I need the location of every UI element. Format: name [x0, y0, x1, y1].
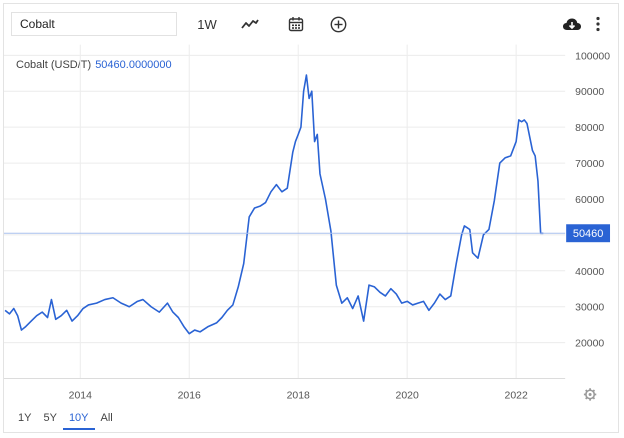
chart-settings-button[interactable] [583, 388, 597, 401]
range-selector: 1Y 5Y 10Y All [12, 406, 119, 432]
y-tick-label: 20000 [575, 339, 604, 350]
x-axis: 2014 2016 2018 2020 2022 [69, 390, 528, 401]
chart-legend: Cobalt (USD/T) 50460.0000000 [16, 59, 172, 71]
chart-widget: 1W [3, 3, 619, 433]
last-price-label: 50460 [573, 228, 603, 240]
last-price-badge [566, 224, 611, 243]
line-chart-icon [241, 19, 259, 29]
toolbar: 1W [4, 4, 618, 44]
download-button[interactable] [558, 12, 586, 36]
legend-label: Cobalt (USD/T) [16, 59, 92, 71]
vertical-ellipsis-icon [596, 16, 600, 32]
y-tick-label: 80000 [575, 123, 604, 134]
more-options-button[interactable] [588, 12, 608, 36]
x-tick-label: 2020 [396, 390, 419, 401]
search-input[interactable] [11, 12, 177, 36]
y-tick-label: 40000 [575, 267, 604, 278]
range-button-all[interactable]: All [100, 412, 113, 424]
cloud-download-icon [563, 18, 581, 30]
x-tick-label: 2014 [69, 390, 92, 401]
x-tick-label: 2018 [287, 390, 310, 401]
last-price-marker: 50460 [4, 224, 611, 243]
series-line-0 [4, 74, 544, 335]
x-tick-label: 2016 [178, 390, 201, 401]
range-button-5y[interactable]: 5Y [43, 412, 57, 424]
interval-button[interactable]: 1W [197, 16, 217, 32]
price-chart[interactable]: 2000030000400005000060000700008000090000… [4, 44, 618, 406]
y-tick-label: 30000 [575, 303, 604, 314]
y-tick-label: 60000 [575, 195, 604, 206]
y-axis: 2000030000400005000060000700008000090000… [575, 51, 610, 349]
grid-lines [4, 44, 566, 379]
legend-value: 50460.0000000 [95, 59, 172, 71]
series-layer [4, 74, 544, 335]
x-tick-label: 2022 [505, 390, 528, 401]
chart-type-button[interactable] [236, 12, 264, 36]
y-tick-label: 90000 [575, 87, 604, 98]
range-button-10y[interactable]: 10Y [62, 406, 95, 430]
compare-button[interactable] [324, 12, 352, 36]
calendar-button[interactable] [282, 12, 310, 36]
range-button-1y[interactable]: 1Y [18, 412, 32, 424]
gear-icon [583, 388, 597, 401]
plus-circle-icon [330, 16, 346, 32]
calendar-icon [288, 17, 304, 32]
y-tick-label: 100000 [575, 51, 610, 62]
y-tick-label: 70000 [575, 159, 604, 170]
